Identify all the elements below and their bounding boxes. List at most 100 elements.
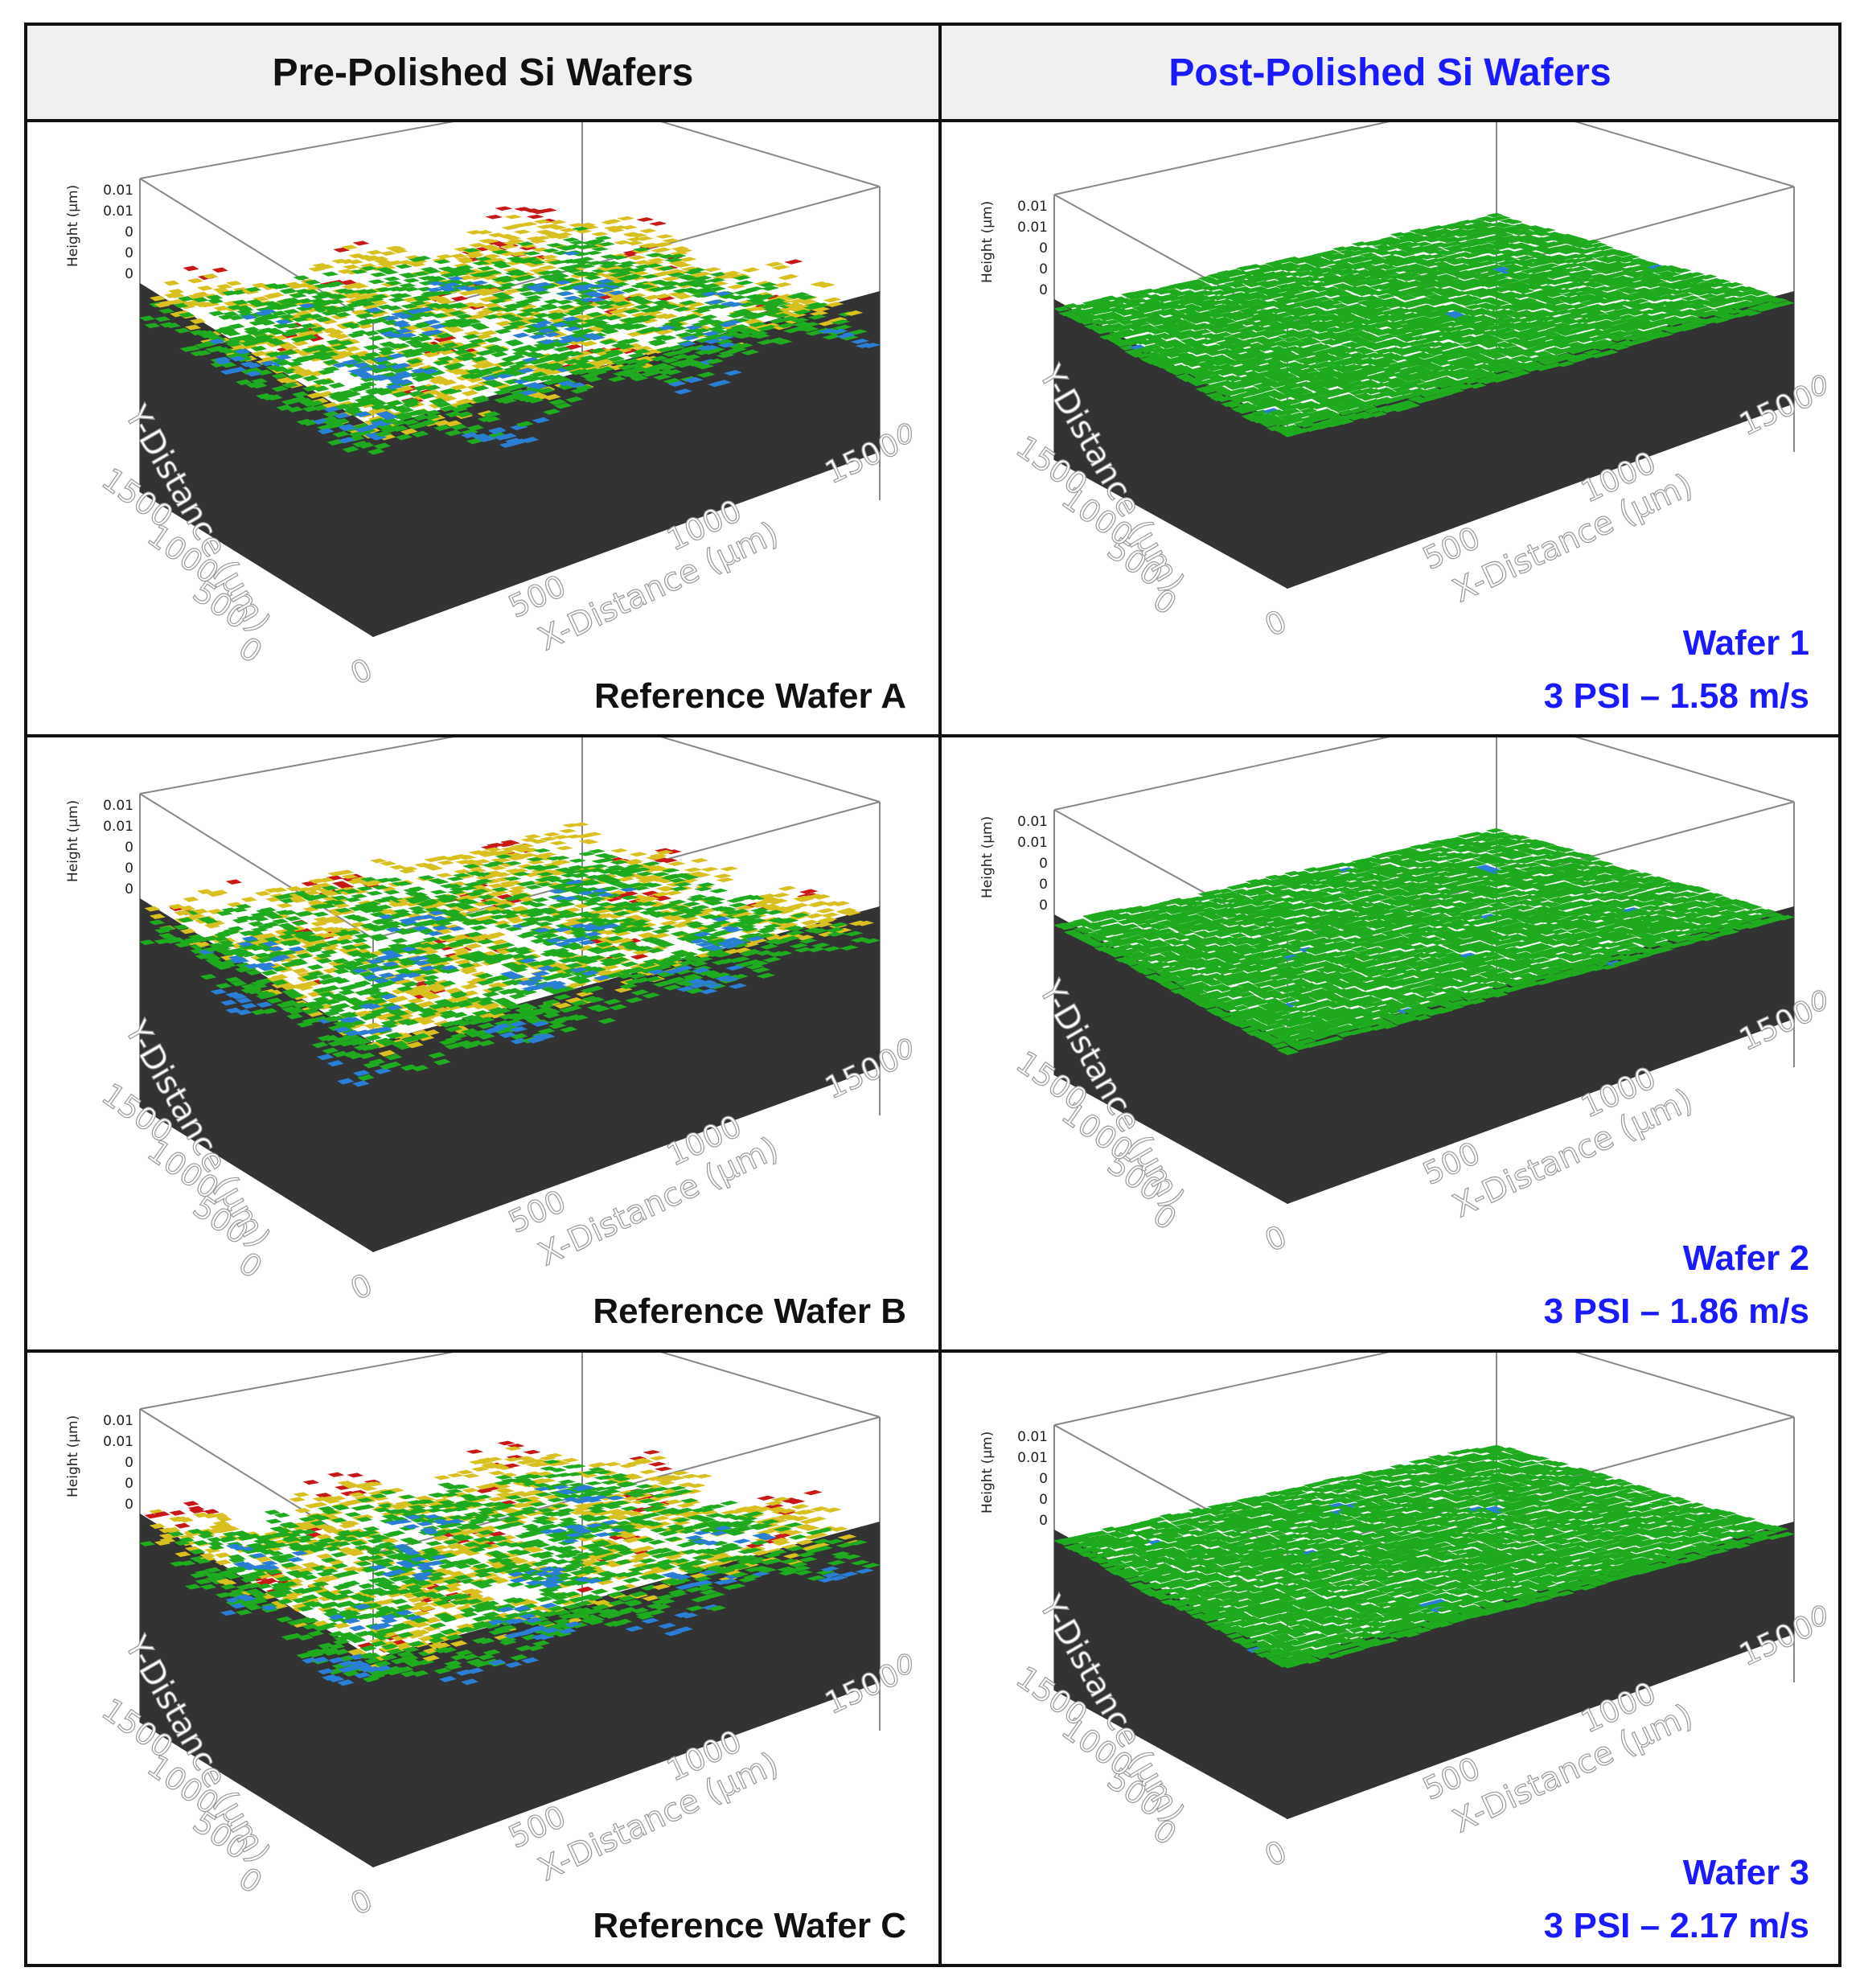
z-axis-title: Height (μm) [979,201,996,283]
base-front-face [1287,906,1794,1204]
figure-grid: Pre-Polished Si Wafers Post-Polished Si … [24,23,1841,1967]
x-tick-label: 0 [345,1882,378,1922]
panel-wafer-3: 0.01 0.01 0 0 0 Height (μm) 0 500 1000 1500 Y-Dist… [942,1353,1841,1964]
z-axis: 0.01 0.01 0 0 0 Height (μm) [979,1429,1048,1529]
height-surface [139,1440,881,1686]
z-tick-label: 0.01 [1017,835,1048,851]
x-far-zero: 0 [896,1034,914,1066]
z-tick-label: 0.01 [1017,1450,1048,1466]
panel-label: Wafer 1 [1682,623,1809,663]
z-axis: 0.01 0.01 0 0 0 Height (μm) [979,199,1048,298]
panel-label: Reference Wafer C [593,1906,906,1945]
base-front-face [373,1522,880,1867]
z-tick-label: 0.01 [1017,814,1048,830]
base-left-face [140,898,373,1252]
panel-label: Wafer 2 [1682,1238,1809,1278]
base-front-face [373,906,880,1252]
y-tick-label: 0 [232,1245,269,1285]
x-tick-label: 0 [345,651,378,692]
panel-condition: 3 PSI – 1.58 m/s [1543,676,1809,716]
height-surface [1053,1444,1796,1669]
z-tick-label: 0.01 [1017,220,1048,236]
height-surface [139,206,881,455]
base-front-face [1287,1522,1794,1819]
z-tick-label: 0 [125,224,133,240]
column-divider [938,26,942,1964]
z-axis-title: Height (μm) [979,816,996,898]
row-divider-1 [27,734,1838,737]
row-divider-2 [27,1349,1838,1353]
z-tick-label: 0 [1039,897,1048,914]
z-axis-title: Height (μm) [979,1431,996,1514]
z-axis: 0.01 0.01 0 0 0 Height (μm) [65,183,133,282]
panel-label: Reference Wafer A [594,676,906,716]
z-tick-label: 0 [1039,1471,1048,1487]
z-tick-label: 0 [125,245,133,261]
z-tick-label: 0.01 [103,798,133,814]
base-left-face [1054,914,1287,1204]
base-front-face [373,291,880,637]
row-divider-header [27,119,1838,122]
z-tick-label: 0.01 [103,819,133,835]
z-tick-label: 0 [125,881,133,897]
z-tick-label: 0.01 [103,1413,133,1429]
x-far-zero: 0 [1810,986,1828,1018]
z-tick-label: 0 [1039,1492,1048,1508]
z-tick-label: 0 [1039,1513,1048,1529]
z-tick-label: 0 [125,266,133,282]
base-left-face [140,283,373,637]
header-pre-polished: Pre-Polished Si Wafers [27,26,938,119]
z-axis-title: Height (μm) [65,800,81,882]
panel-wafer-2: 0.01 0.01 0 0 0 Height (μm) 0 500 1000 1500 Y-Dist… [942,737,1841,1349]
base-left-face [1054,1530,1287,1819]
z-tick-label: 0.01 [1017,1429,1048,1445]
z-tick-label: 0.01 [103,183,133,199]
z-axis-title: Height (μm) [65,1415,81,1497]
z-tick-label: 0 [1039,240,1048,257]
base-front-face [1287,291,1794,589]
z-tick-label: 0 [125,1497,133,1513]
z-tick-label: 0 [1039,877,1048,893]
x-far-zero: 0 [1810,1601,1828,1633]
z-tick-label: 0 [125,861,133,877]
z-tick-label: 0.01 [1017,199,1048,215]
z-tick-label: 0 [125,1476,133,1492]
panel-reference-wafer-c: 0.01 0.01 0 0 0 Height (μm) 0 500 1000 1500 Y-Dist… [27,1353,938,1964]
header-post-polished: Post-Polished Si Wafers [942,26,1838,119]
x-tick-label: 0 [1259,603,1292,643]
panel-reference-wafer-b: 0.01 0.01 0 0 0 Height (μm) 0 500 1000 1500 Y-Dist… [27,737,938,1349]
x-tick-label: 0 [1259,1834,1292,1874]
y-tick-label: 0 [232,630,269,670]
x-far-zero: 0 [1810,371,1828,403]
height-surface [139,822,881,1087]
z-tick-label: 0 [1039,261,1048,277]
z-tick-label: 0.01 [103,203,133,220]
x-far-zero: 0 [896,1649,914,1682]
base-left-face [1054,299,1287,589]
z-tick-label: 0 [1039,856,1048,872]
height-surface [1053,212,1796,437]
panel-label: Reference Wafer B [593,1292,906,1331]
z-axis: 0.01 0.01 0 0 0 Height (μm) [979,814,1048,914]
z-axis: 0.01 0.01 0 0 0 Height (μm) [65,798,133,897]
z-tick-label: 0.01 [103,1434,133,1450]
panel-reference-wafer-a: 0.01 0.01 0 0 0 Height (μm) 0 500 1000 1500 Y-Dist… [27,122,938,734]
y-tick-label: 0 [232,1860,269,1900]
z-axis-title: Height (μm) [65,185,81,267]
panel-wafer-1: 0.01 0.01 0 0 0 Height (μm) 0 500 1000 1500 Y-Dist… [942,122,1841,734]
z-tick-label: 0 [1039,282,1048,298]
base-left-face [140,1514,373,1867]
panel-label: Wafer 3 [1682,1853,1809,1892]
z-tick-label: 0 [125,840,133,856]
x-far-zero: 0 [896,419,914,451]
z-axis: 0.01 0.01 0 0 0 Height (μm) [65,1413,133,1513]
x-tick-label: 0 [1259,1218,1292,1259]
height-surface [1053,828,1796,1056]
panel-condition: 3 PSI – 1.86 m/s [1543,1292,1809,1331]
